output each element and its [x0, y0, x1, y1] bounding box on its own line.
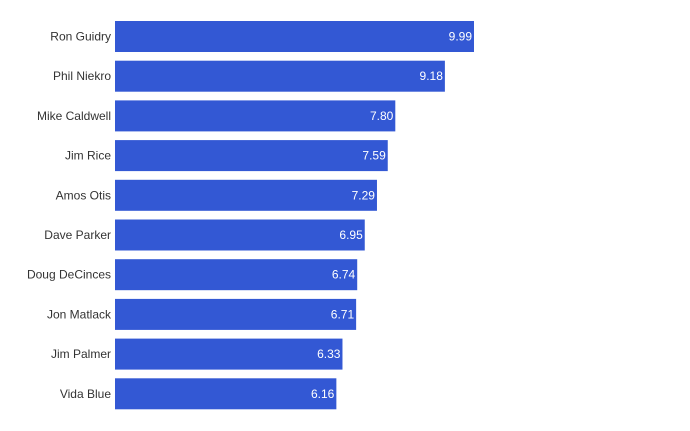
category-label-mike-caldwell: Mike Caldwell [37, 109, 111, 123]
bar-vida-blue [115, 378, 337, 410]
category-label-phil-niekro: Phil Niekro [53, 69, 111, 83]
value-label-jim-palmer: 6.33 [317, 347, 341, 361]
value-label-phil-niekro: 9.18 [420, 69, 444, 83]
bars-group [115, 21, 474, 410]
value-label-vida-blue: 6.16 [311, 387, 335, 401]
bar-jim-palmer [115, 338, 343, 370]
value-label-ron-guidry: 9.99 [449, 30, 473, 44]
value-label-amos-otis: 7.29 [352, 188, 376, 202]
category-label-amos-otis: Amos Otis [56, 188, 111, 202]
bar-dave-parker [115, 219, 365, 251]
value-label-dave-parker: 6.95 [339, 228, 363, 242]
bar-ron-guidry [115, 21, 474, 52]
value-label-doug-decinces: 6.74 [332, 268, 356, 282]
category-label-ron-guidry: Ron Guidry [50, 30, 111, 44]
bar-jim-rice [115, 140, 388, 172]
category-label-jim-palmer: Jim Palmer [51, 347, 111, 361]
bar-mike-caldwell [115, 100, 396, 132]
category-label-dave-parker: Dave Parker [44, 228, 111, 242]
category-label-jon-matlack: Jon Matlack [47, 307, 112, 321]
value-label-jon-matlack: 6.71 [331, 307, 355, 321]
category-label-jim-rice: Jim Rice [65, 149, 111, 163]
category-label-doug-decinces: Doug DeCinces [27, 268, 111, 282]
bar-doug-decinces [115, 259, 358, 291]
bar-amos-otis [115, 179, 377, 211]
value-label-jim-rice: 7.59 [362, 149, 386, 163]
category-label-vida-blue: Vida Blue [60, 387, 111, 401]
value-label-mike-caldwell: 7.80 [370, 109, 394, 123]
value-labels-group: 9.99 9.18 7.80 7.59 7.29 6.95 6.74 6.71 6.33 6.16 [311, 30, 472, 401]
bar-phil-niekro [115, 60, 445, 92]
bar-jon-matlack [115, 298, 357, 330]
category-labels-group: Ron Guidry Phil Niekro Mike Caldwell Jim Ri… [27, 30, 112, 401]
